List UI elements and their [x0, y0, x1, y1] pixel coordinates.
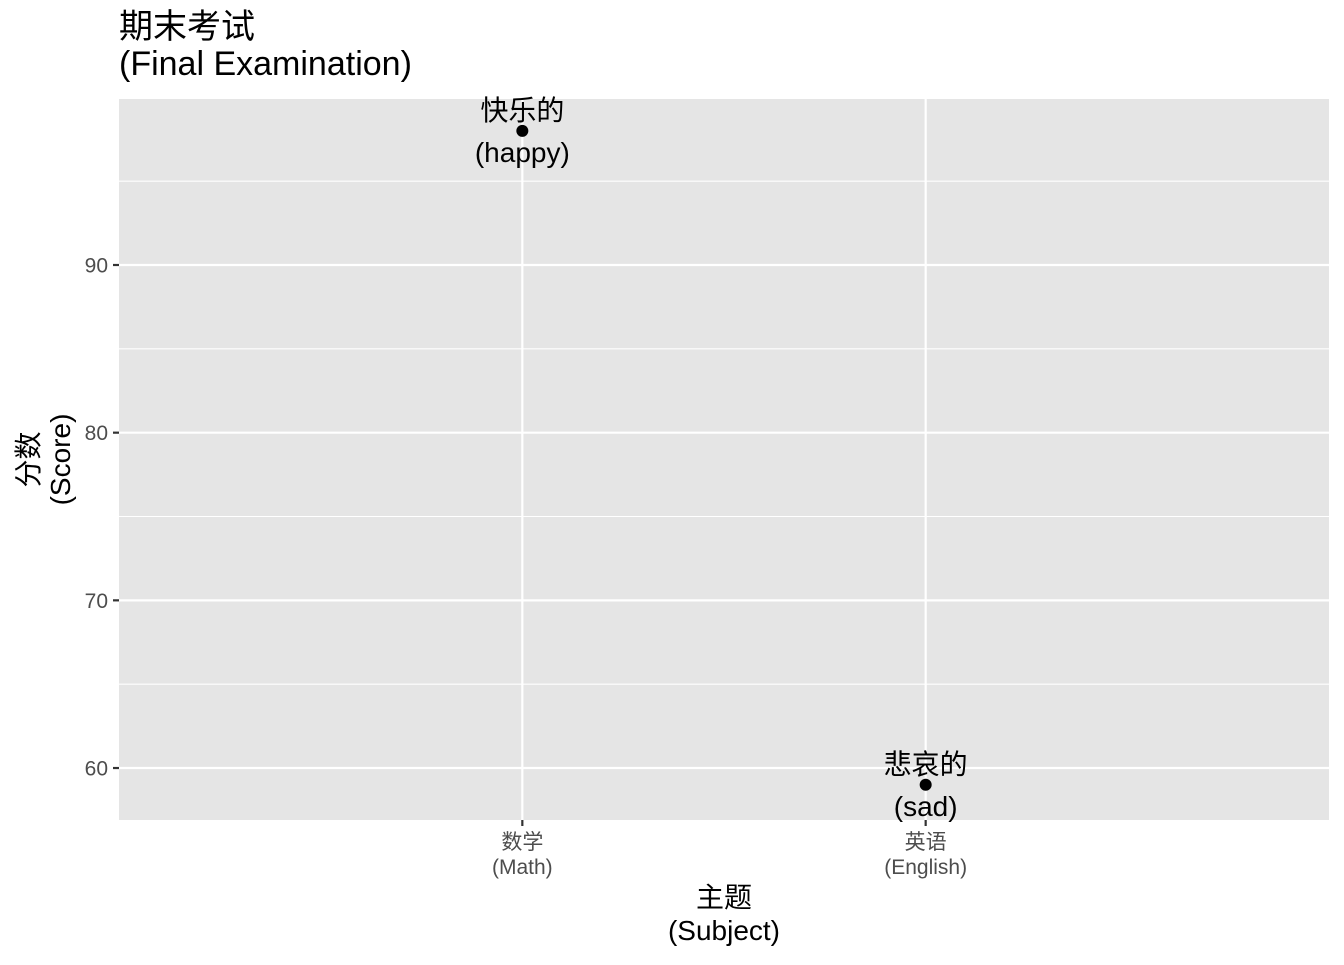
- x-axis-title: (Subject): [668, 915, 780, 946]
- data-point: [516, 124, 529, 137]
- y-tick-label: 60: [85, 758, 108, 781]
- point-label: (happy): [475, 137, 570, 168]
- point-label: 快乐的: [480, 95, 564, 126]
- x-tick-label: (English): [884, 856, 967, 879]
- chart-title: 期末考试: [119, 8, 255, 46]
- x-tick-label: 数学: [501, 831, 543, 854]
- x-axis-title: 主题: [696, 882, 752, 913]
- y-tick-label: 90: [85, 254, 108, 277]
- plot-panel: [119, 99, 1329, 820]
- x-tick-label: 英语: [905, 831, 947, 854]
- y-axis-title: 分数: [13, 431, 44, 487]
- y-tick-label: 80: [85, 422, 108, 445]
- y-tick-label: 70: [85, 590, 108, 613]
- point-label: 悲哀的: [884, 749, 968, 780]
- y-axis-title-group: 分数 (Score): [13, 414, 76, 506]
- chart-title: (Final Examination): [119, 45, 412, 83]
- x-tick-label: (Math): [492, 856, 553, 879]
- y-axis-title: (Score): [45, 414, 76, 506]
- point-label: (sad): [894, 791, 958, 822]
- data-point: [919, 778, 932, 791]
